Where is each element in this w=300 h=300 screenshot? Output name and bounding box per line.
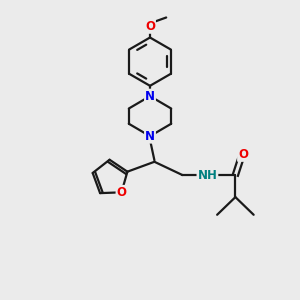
- Text: NH: NH: [197, 169, 218, 182]
- Text: O: O: [238, 148, 248, 161]
- Text: N: N: [145, 130, 155, 143]
- Text: N: N: [145, 90, 155, 103]
- Text: O: O: [145, 20, 155, 33]
- Text: O: O: [116, 186, 127, 199]
